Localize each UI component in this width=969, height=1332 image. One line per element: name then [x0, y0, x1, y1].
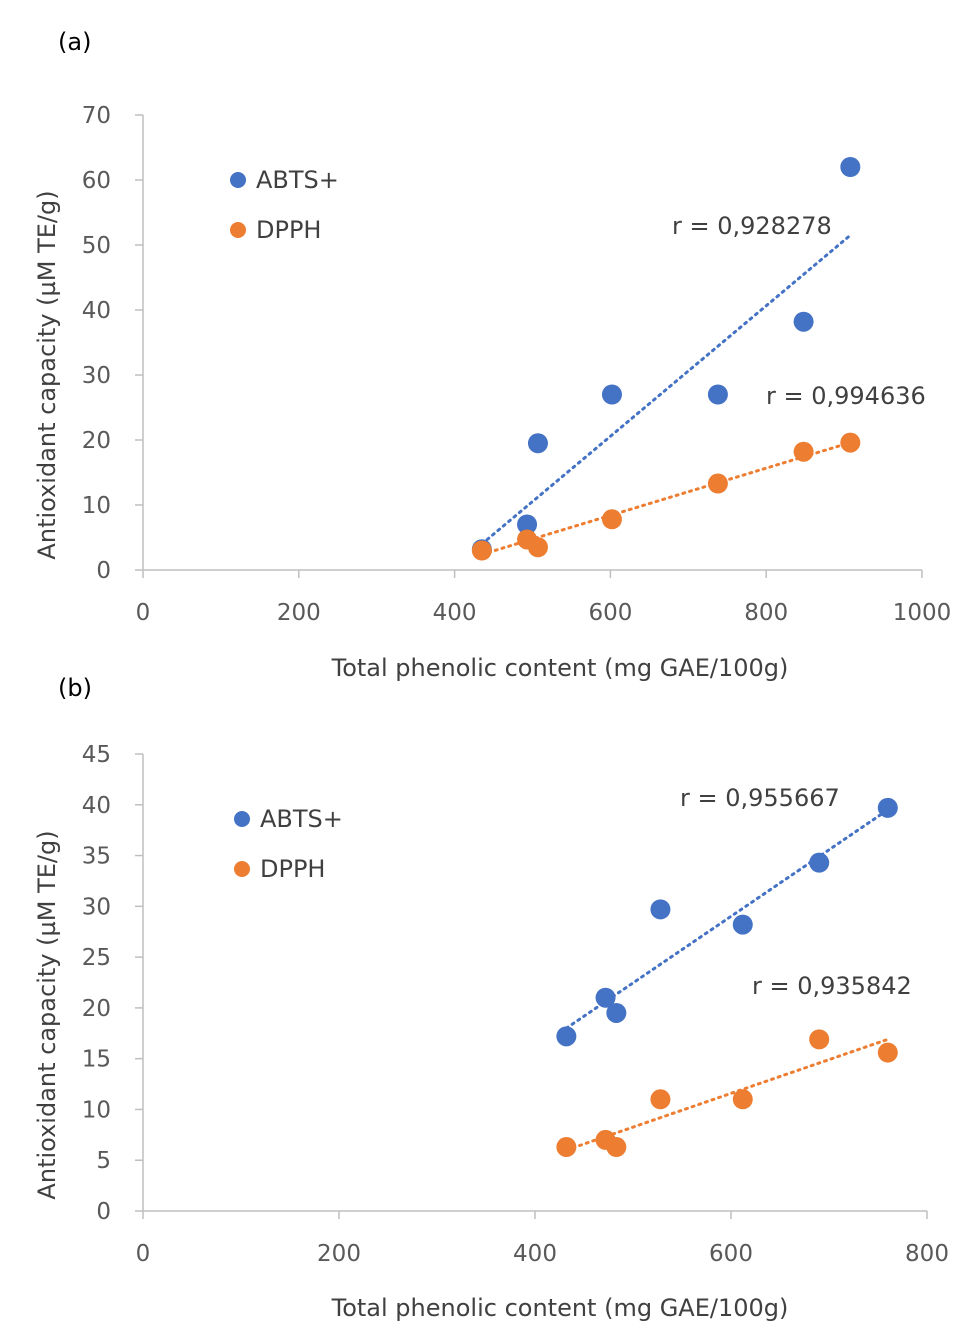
legend-label-abts: ABTS+: [260, 805, 343, 833]
y-tick-label: 40: [82, 793, 111, 819]
x-tick-label: 200: [317, 1241, 361, 1267]
point-dpph: [877, 1042, 898, 1063]
y-tick-label: 5: [96, 1148, 111, 1174]
point-abts: [877, 797, 898, 818]
legend: ABTS+ DPPH: [230, 166, 339, 244]
point-dpph: [793, 441, 814, 462]
point-abts: [606, 1002, 627, 1023]
point-abts: [707, 384, 728, 405]
point-dpph: [471, 540, 492, 561]
x-tick-label: 400: [513, 1241, 557, 1267]
y-tick-label: 15: [82, 1047, 111, 1073]
x-tick-label: 0: [136, 1241, 151, 1267]
point-abts: [809, 852, 830, 873]
point-abts: [840, 157, 861, 177]
r-label-dpph: r = 0,935842: [752, 972, 912, 1000]
y-tick-label: 25: [82, 945, 111, 971]
point-dpph: [809, 1029, 830, 1050]
y-tick-label: 70: [82, 103, 111, 129]
point-abts: [595, 987, 616, 1008]
trendline-dpph: [480, 441, 852, 556]
legend-marker-dpph: [234, 861, 250, 877]
trendline-abts: [564, 808, 890, 1030]
y-axis-title: Antioxidant capacity (µM TE/g): [33, 830, 61, 1199]
legend: ABTS+ DPPH: [234, 805, 343, 883]
point-abts: [527, 433, 548, 454]
panel-a: (a) Antioxidant capacity (µM TE/g) Total…: [33, 28, 951, 682]
x-tick-label: 1000: [893, 600, 952, 626]
point-abts: [556, 1026, 577, 1047]
y-tick-label: 20: [82, 428, 111, 454]
trendline-dpph: [564, 1037, 890, 1152]
y-tick-label: 35: [82, 844, 111, 870]
legend-marker-abts: [234, 811, 250, 827]
x-tick-label: 800: [905, 1241, 949, 1267]
point-abts: [732, 914, 753, 935]
legend-marker-abts: [230, 172, 246, 188]
y-tick-label: 40: [82, 298, 111, 324]
point-dpph: [527, 537, 548, 558]
point-abts: [793, 311, 814, 332]
y-tick-label: 20: [82, 996, 111, 1022]
x-tick-label: 0: [136, 600, 151, 626]
point-dpph: [606, 1137, 627, 1158]
panel-label: (a): [58, 28, 91, 56]
y-tick-label: 30: [82, 894, 111, 920]
panel-b: (b) Antioxidant capacity (µM TE/g) Total…: [33, 674, 949, 1322]
point-abts: [650, 899, 671, 920]
legend-label-dpph: DPPH: [260, 855, 325, 883]
x-tick-label: 600: [588, 600, 632, 626]
y-tick-label: 30: [82, 363, 111, 389]
x-tick-label: 400: [433, 600, 477, 626]
legend-label-dpph: DPPH: [256, 216, 321, 244]
x-axis-title: Total phenolic content (mg GAE/100g): [331, 1294, 789, 1322]
y-axis-title: Antioxidant capacity (µM TE/g): [33, 190, 61, 559]
point-dpph: [601, 509, 622, 530]
x-axis-title: Total phenolic content (mg GAE/100g): [331, 654, 789, 682]
point-abts: [517, 514, 538, 535]
y-tick-label: 45: [82, 742, 111, 768]
y-tick-label: 10: [82, 493, 111, 519]
panel-label: (b): [58, 674, 92, 702]
point-dpph: [840, 432, 861, 453]
point-dpph: [650, 1089, 671, 1110]
point-dpph: [707, 473, 728, 494]
x-tick-label: 600: [709, 1241, 753, 1267]
y-tick-label: 0: [96, 558, 111, 584]
y-tick-label: 60: [82, 168, 111, 194]
r-label-abts: r = 0,928278: [672, 212, 832, 240]
point-dpph: [556, 1137, 577, 1158]
trendline-abts: [480, 233, 852, 546]
point-abts: [601, 384, 622, 405]
r-label-abts: r = 0,955667: [680, 784, 840, 812]
y-tick-label: 10: [82, 1097, 111, 1123]
y-tick-label: 0: [96, 1199, 111, 1225]
y-tick-label: 50: [82, 233, 111, 259]
point-dpph: [732, 1089, 753, 1110]
legend-marker-dpph: [230, 222, 246, 238]
legend-label-abts: ABTS+: [256, 166, 339, 194]
r-label-dpph: r = 0,994636: [766, 382, 926, 410]
x-tick-label: 200: [277, 600, 321, 626]
x-tick-label: 800: [744, 600, 788, 626]
